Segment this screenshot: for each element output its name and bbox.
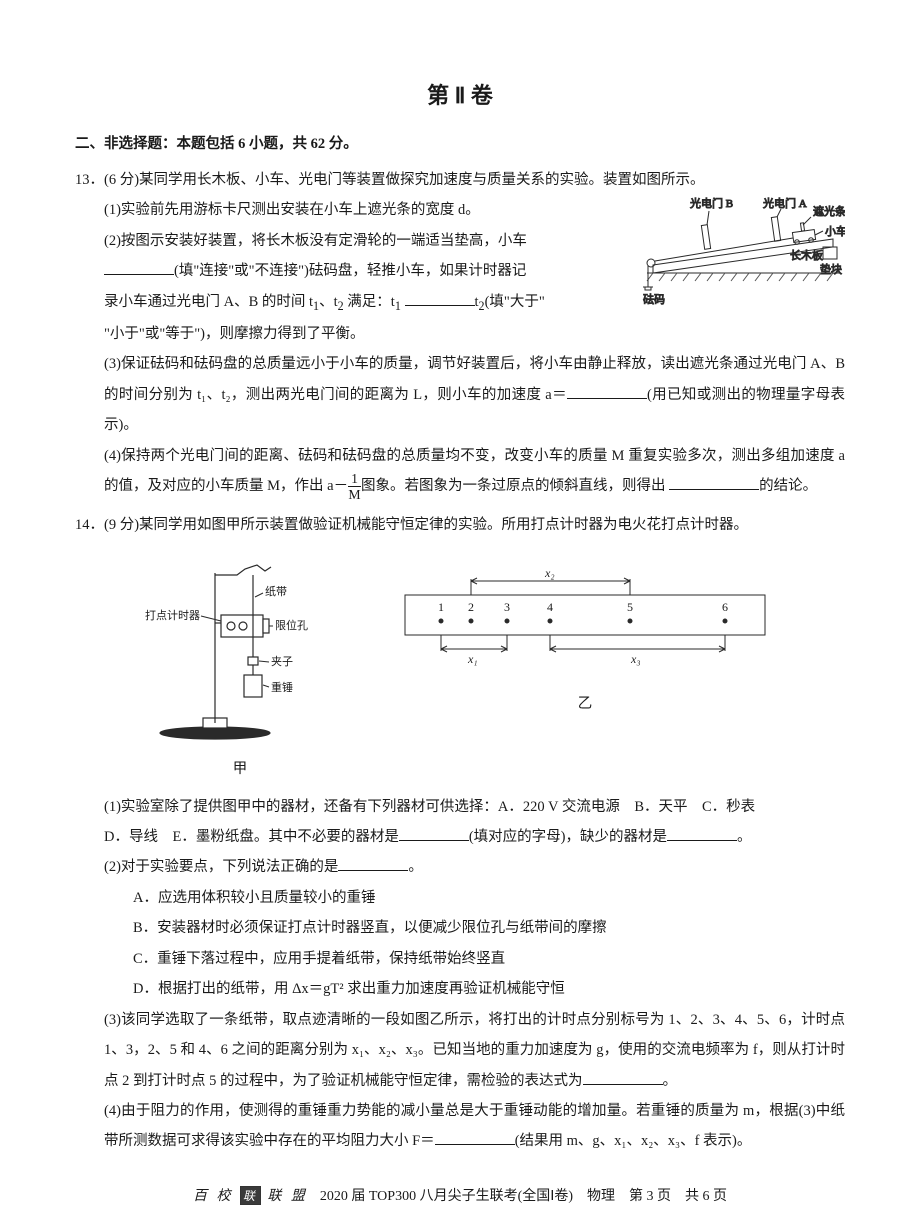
q14-optD: D．根据打出的纸带，用 Δx＝gT² 求出重力加速度再验证机械能守恒 bbox=[133, 974, 845, 1004]
q13-p2-l4: "小于"或"等于")，则摩擦力得到了平衡。 bbox=[104, 319, 845, 349]
q14-p1a: (1)实验室除了提供图甲中的器材，还备有下列器材可供选择：A．220 V 交流电… bbox=[104, 792, 845, 822]
svg-text:重锤: 重锤 bbox=[271, 680, 293, 694]
footer-text: 2020 届 TOP300 八月尖子生联考(全国Ⅰ卷) 物理 第 3 页 共 6… bbox=[320, 1185, 727, 1205]
label-block: 垫块 bbox=[820, 262, 842, 276]
svg-text:1: 1 bbox=[438, 600, 444, 614]
label-shade: 遮光条 bbox=[813, 204, 845, 218]
footer-logo-box: 联 bbox=[240, 1186, 261, 1205]
svg-text:x₃: x₃ bbox=[630, 652, 641, 666]
svg-text:限位孔: 限位孔 bbox=[275, 618, 308, 632]
q14-p4: (4)由于阻力的作用，使测得的重锤重力势能的减小量总是大于重锤动能的增加量。若重… bbox=[104, 1096, 845, 1157]
q14-figure-right: 1 2 3 4 5 6 x₂ x₁ x₃ bbox=[395, 553, 775, 683]
q14-blank-choice bbox=[338, 857, 408, 872]
q13-p4: (4)保持两个光电门间的距离、砝码和砝码盘的总质量均不变，改变小车的质量 M 重… bbox=[104, 441, 845, 502]
label-cart: 小车 bbox=[825, 224, 845, 238]
q14-figure-left: 打点计时器 纸带 限位孔 夹子 重锤 bbox=[145, 553, 335, 748]
svg-text:纸带: 纸带 bbox=[265, 585, 287, 598]
q13-blank-a bbox=[567, 384, 647, 399]
svg-text:x₂: x₂ bbox=[544, 566, 555, 580]
q14-optB: B．安装器材时必须保证打点计时器竖直，以便减少限位孔与纸带间的摩擦 bbox=[133, 913, 845, 943]
q14-p3: (3)该同学选取了一条纸带，取点迹清晰的一段如图乙所示，将打出的计时点分别标号为… bbox=[104, 1005, 845, 1096]
q14-blank-missing bbox=[667, 827, 737, 842]
q13-p3: (3)保证砝码和砝码盘的总质量远小于小车的质量，调节好装置后，将小车由静止释放，… bbox=[104, 349, 845, 440]
svg-text:夹子: 夹子 bbox=[271, 655, 293, 668]
q13-fraction: 1M bbox=[348, 472, 361, 503]
svg-text:5: 5 bbox=[627, 600, 633, 614]
svg-text:x₁: x₁ bbox=[467, 652, 478, 666]
q14-p1b: D．导线 E．墨粉纸盘。其中不必要的器材是(填对应的字母)，缺少的器材是。 bbox=[104, 822, 845, 852]
q13-blank-compare bbox=[405, 291, 475, 306]
q14-head: 14．(9 分)某同学用如图甲所示装置做验证机械能守恒定律的实验。所用打点计时器… bbox=[75, 510, 845, 540]
svg-text:3: 3 bbox=[504, 600, 510, 614]
q13-head: 13．(6 分)某同学用长木板、小车、光电门等装置做探究加速度与质量关系的实验。… bbox=[75, 165, 845, 195]
q14-blank-unneeded bbox=[399, 827, 469, 842]
q13-figure: 光电门 B 光电门 A 遮光条 小车 长木板 垫块 砝码 bbox=[625, 195, 845, 310]
label-board: 长木板 bbox=[790, 248, 823, 262]
svg-text:2: 2 bbox=[468, 600, 474, 614]
footer-logo: 百 校 联 联 盟 bbox=[193, 1185, 308, 1205]
label-gateB: 光电门 B bbox=[690, 196, 733, 210]
page-title: 第 Ⅱ 卷 bbox=[75, 78, 845, 110]
svg-text:6: 6 bbox=[722, 600, 728, 614]
q13-blank-connect bbox=[104, 261, 174, 276]
q14-p2: (2)对于实验要点，下列说法正确的是。 bbox=[104, 852, 845, 882]
q14-blank-F bbox=[435, 1131, 515, 1146]
q14-caption-left: 甲 bbox=[145, 757, 335, 778]
q14-optC: C．重锤下落过程中，应用手提着纸带，保持纸带始终竖直 bbox=[133, 944, 845, 974]
label-weight: 砝码 bbox=[643, 292, 665, 306]
q14-caption-right: 乙 bbox=[395, 692, 775, 713]
svg-text:打点计时器: 打点计时器 bbox=[145, 608, 200, 622]
q14-blank-expr bbox=[583, 1070, 663, 1085]
q14-optA: A．应选用体积较小且质量较小的重锤 bbox=[133, 883, 845, 913]
q13-blank-conclusion bbox=[669, 476, 759, 491]
label-gateA: 光电门 A bbox=[763, 196, 807, 210]
section-header: 二、非选择题：本题包括 6 小题，共 62 分。 bbox=[75, 132, 845, 153]
q14-figures: 打点计时器 纸带 限位孔 夹子 重锤 甲 bbox=[75, 553, 845, 778]
svg-text:4: 4 bbox=[547, 600, 553, 614]
